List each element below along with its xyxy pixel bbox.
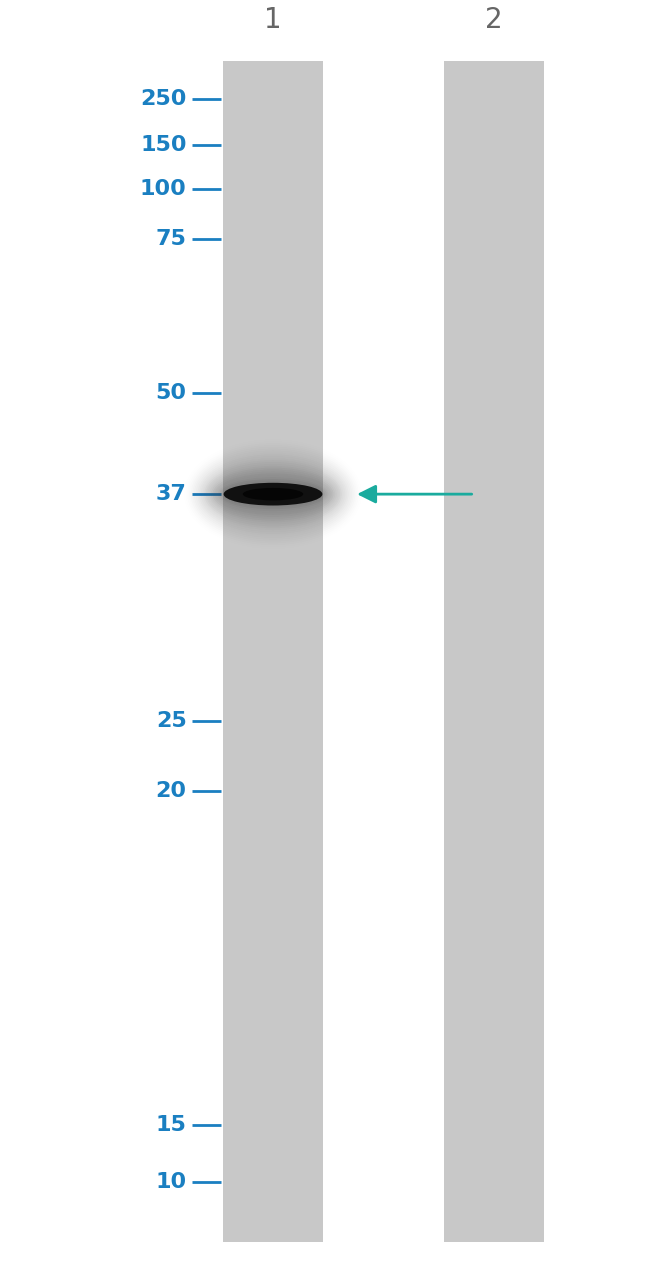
Bar [222, 61, 323, 1242]
Text: 250: 250 [140, 89, 187, 109]
Text: 37: 37 [155, 484, 187, 504]
Text: 100: 100 [140, 179, 187, 199]
Ellipse shape [224, 483, 322, 505]
Text: 50: 50 [155, 384, 187, 403]
Text: 10: 10 [155, 1172, 187, 1191]
Text: 75: 75 [155, 230, 187, 249]
Bar [443, 61, 545, 1242]
Text: 2: 2 [485, 5, 503, 34]
Text: 15: 15 [155, 1115, 187, 1135]
Text: 150: 150 [140, 135, 187, 155]
Ellipse shape [222, 483, 324, 505]
Text: 20: 20 [155, 781, 187, 800]
Ellipse shape [243, 488, 303, 500]
Text: 25: 25 [156, 711, 187, 732]
Text: 1: 1 [264, 5, 282, 34]
